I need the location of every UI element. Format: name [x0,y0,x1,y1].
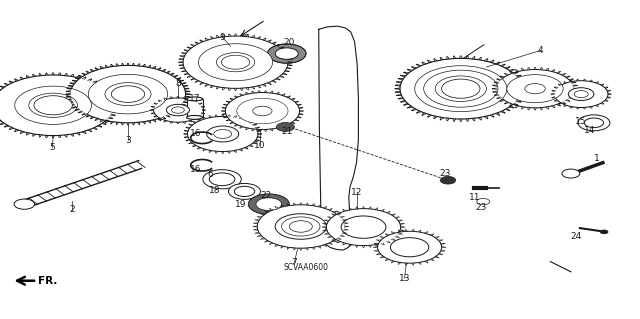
Circle shape [209,173,235,186]
Circle shape [378,231,442,263]
Circle shape [166,104,189,116]
Circle shape [574,91,588,98]
Circle shape [172,107,184,113]
Text: 3: 3 [125,136,131,145]
Circle shape [29,93,77,117]
Circle shape [256,198,282,211]
Circle shape [253,106,272,116]
Text: 7: 7 [292,258,297,267]
Circle shape [198,44,273,81]
Circle shape [442,79,480,98]
Text: 13: 13 [399,274,410,283]
Circle shape [435,76,486,101]
Circle shape [279,50,294,57]
Ellipse shape [187,115,202,119]
Circle shape [101,81,155,108]
Text: 21: 21 [281,127,292,136]
Text: 5: 5 [50,143,55,152]
Text: 15: 15 [575,117,587,126]
Circle shape [525,84,545,94]
Circle shape [248,194,289,214]
Circle shape [154,98,202,122]
Circle shape [477,198,490,205]
Circle shape [554,81,608,108]
Text: 2: 2 [69,205,74,214]
Circle shape [268,44,306,63]
Circle shape [400,58,522,119]
Circle shape [326,209,401,246]
Circle shape [15,86,92,124]
Text: SCVAA0600: SCVAA0600 [284,263,328,272]
Text: 4: 4 [538,46,543,55]
Bar [187,99,203,117]
Circle shape [289,221,312,232]
Text: 18: 18 [209,186,221,195]
Text: 23: 23 [476,203,487,212]
Circle shape [390,238,429,257]
Circle shape [275,48,298,59]
Circle shape [25,91,81,119]
Text: 12: 12 [351,188,363,197]
Circle shape [584,118,604,128]
Circle shape [105,83,151,106]
Circle shape [70,65,186,123]
Text: 22: 22 [260,191,271,200]
Text: 24: 24 [570,232,582,241]
Text: FR.: FR. [38,276,58,286]
Circle shape [415,66,507,112]
Text: 1: 1 [595,154,600,163]
Circle shape [246,103,279,119]
Text: 9: 9 [220,33,225,42]
Circle shape [517,80,553,98]
Text: 16: 16 [190,165,202,174]
Circle shape [274,47,300,60]
Circle shape [234,186,255,197]
Circle shape [34,96,72,115]
Text: 20: 20 [284,38,295,47]
Circle shape [228,183,260,199]
Circle shape [257,205,344,248]
Circle shape [203,170,241,189]
Text: 14: 14 [584,126,596,135]
Circle shape [0,75,114,136]
Circle shape [600,230,608,234]
Circle shape [341,216,386,238]
Ellipse shape [187,97,202,101]
Text: 10: 10 [254,141,266,150]
Circle shape [111,86,145,102]
Circle shape [88,74,168,114]
Circle shape [275,214,326,239]
Circle shape [568,88,594,100]
Text: 11: 11 [469,193,481,202]
Circle shape [424,70,498,107]
Circle shape [214,130,232,138]
Text: 19: 19 [235,200,246,209]
Circle shape [207,126,239,142]
Circle shape [211,50,260,74]
Circle shape [282,217,320,236]
Circle shape [183,36,288,88]
Circle shape [507,75,563,103]
Circle shape [188,116,258,152]
Circle shape [225,93,300,130]
Text: 17: 17 [189,94,200,103]
Circle shape [14,199,35,209]
Text: 23: 23 [439,169,451,178]
Circle shape [440,176,456,184]
Text: 16: 16 [190,130,202,138]
Circle shape [562,169,580,178]
Circle shape [221,55,250,69]
Circle shape [497,70,573,108]
Text: 8: 8 [175,79,180,88]
Circle shape [268,44,306,63]
Text: 6: 6 [207,170,212,179]
Circle shape [430,73,492,104]
Circle shape [578,115,610,131]
Circle shape [276,122,294,131]
Circle shape [216,53,255,72]
Circle shape [237,98,288,124]
